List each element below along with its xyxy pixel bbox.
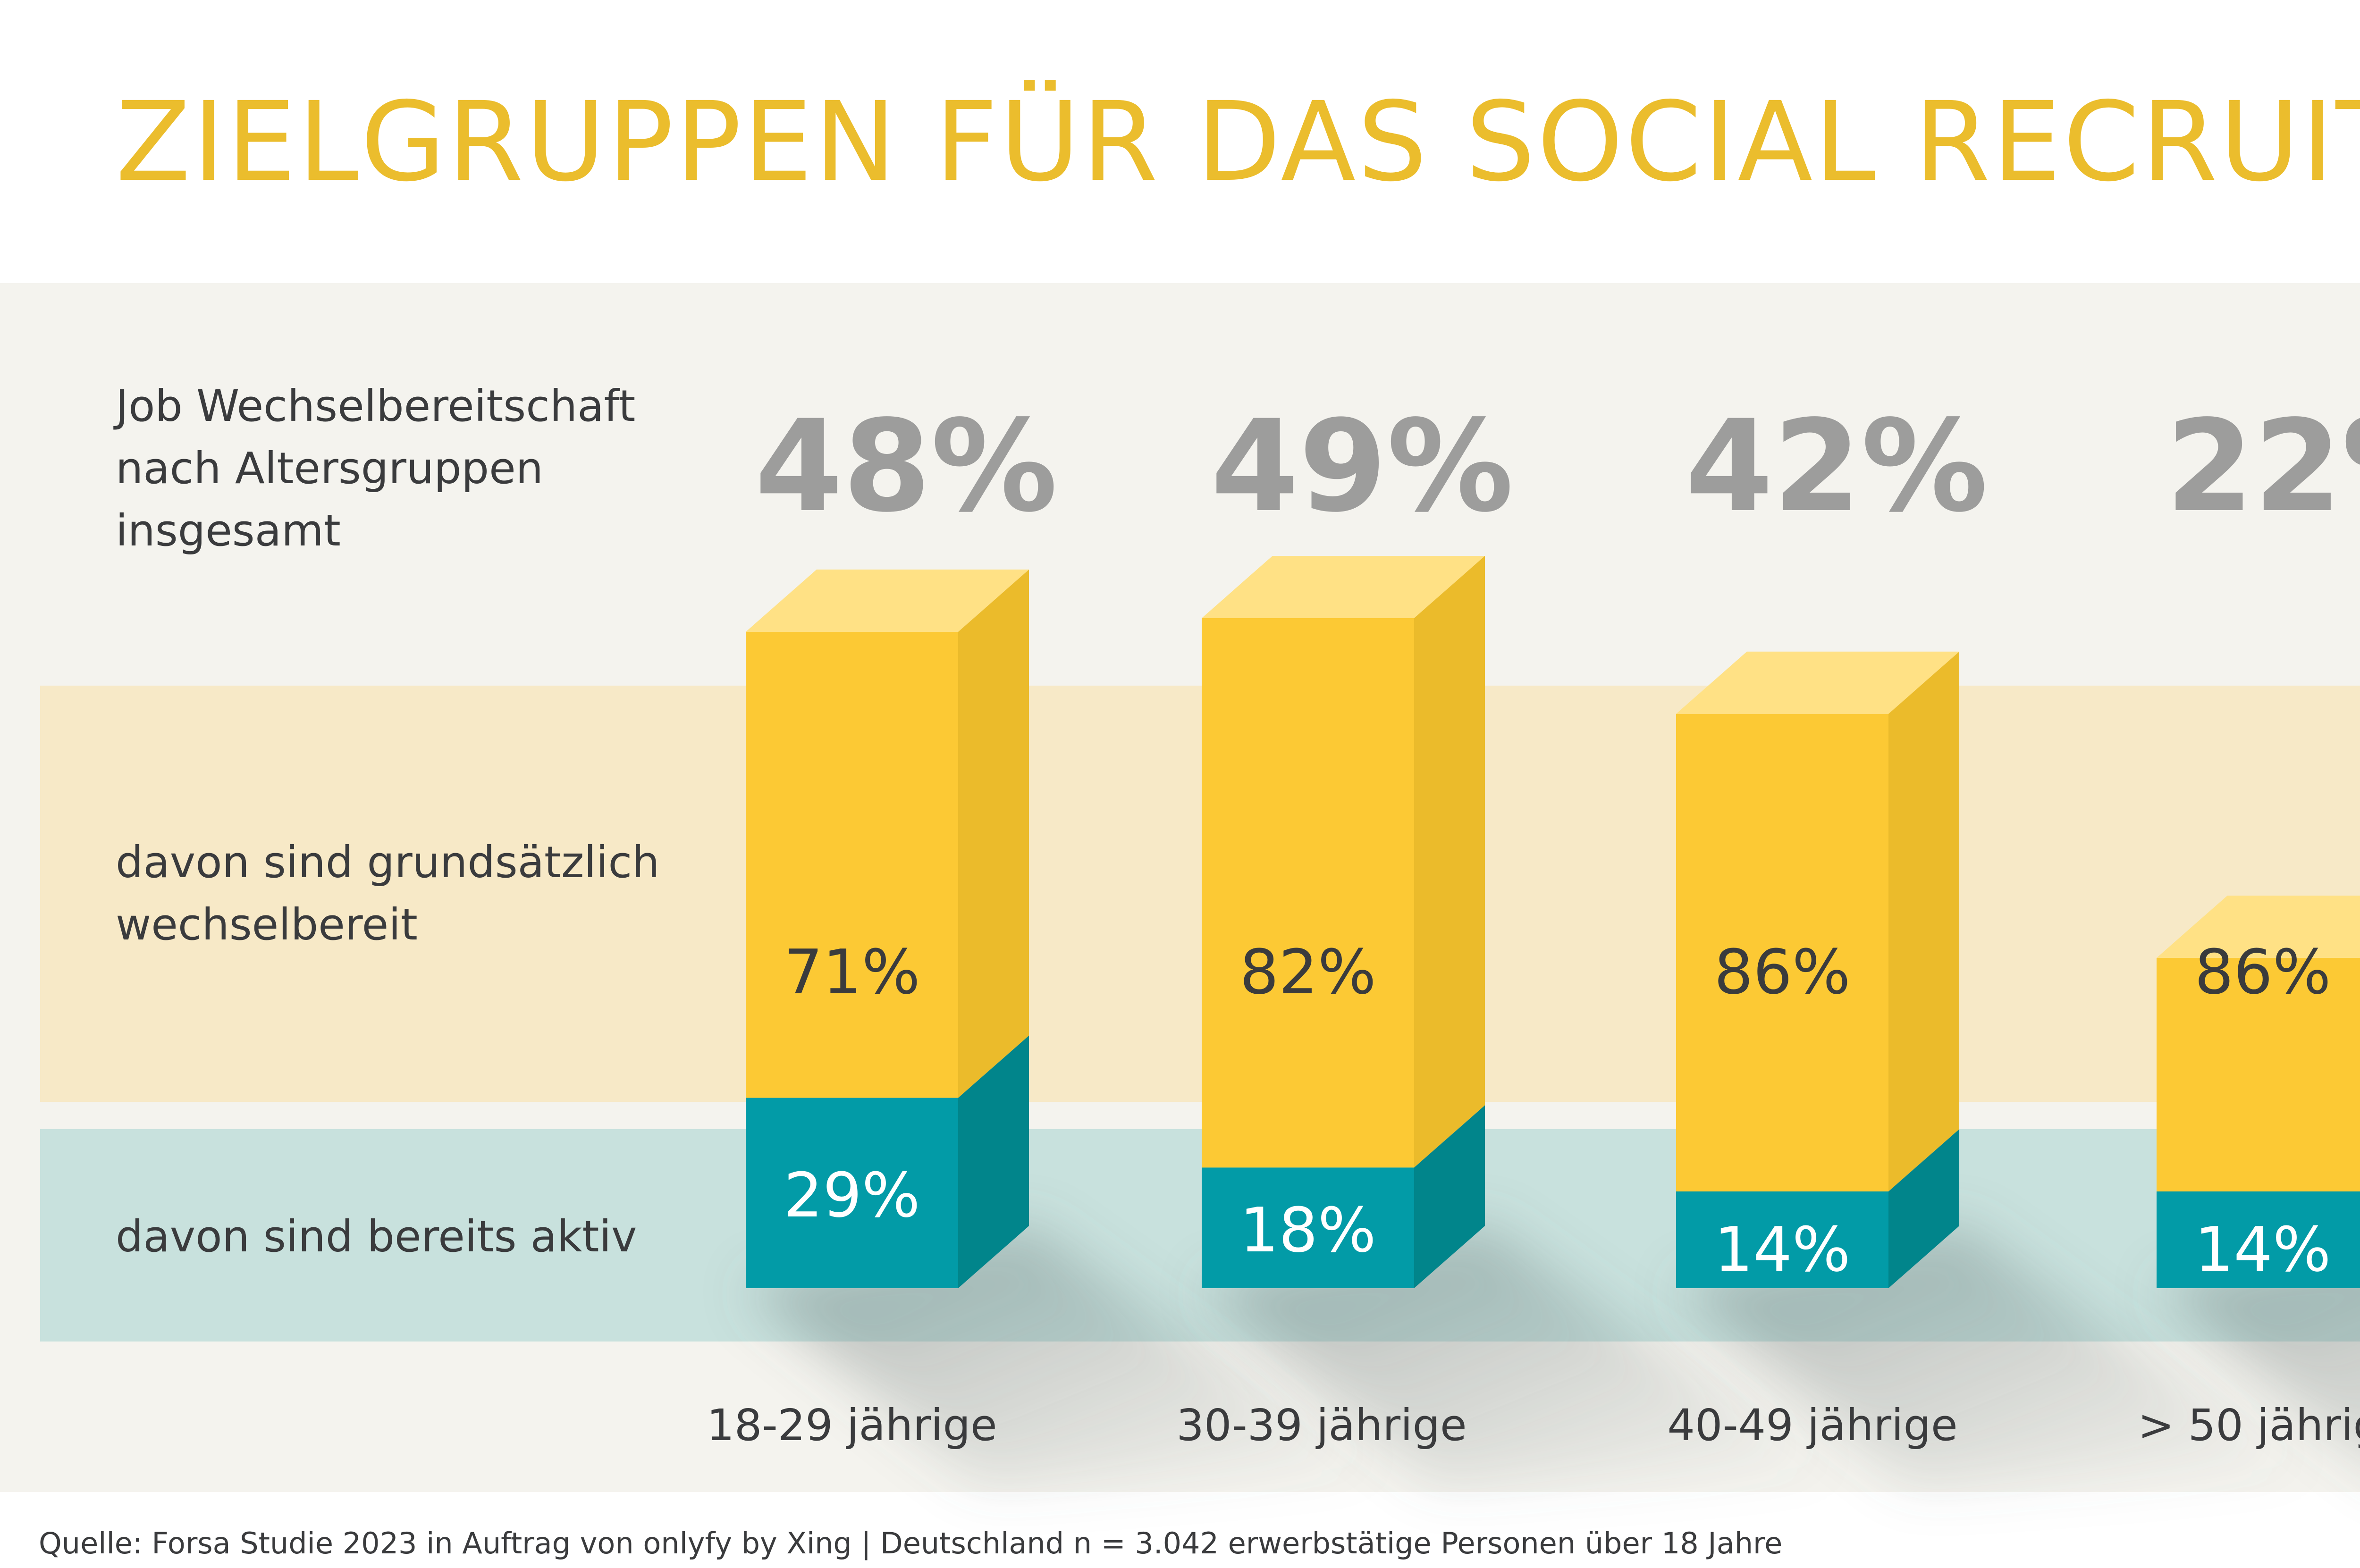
row-label-overall-line-3: insgesamt	[116, 505, 341, 556]
bar-group	[746, 569, 1029, 1288]
bar-group	[1202, 556, 1485, 1288]
category-label: 40-49 jährige	[1667, 1400, 1958, 1451]
bar-side-active	[958, 1035, 1029, 1288]
active-percent-label: 29%	[784, 1159, 920, 1232]
bar-segment-willing	[2157, 958, 2360, 1191]
chart-title: ZIELGRUPPEN FÜR DAS SOCIAL RECRUITING	[116, 78, 2360, 206]
bar-group	[2157, 896, 2360, 1288]
row-label-active: davon sind bereits aktiv	[116, 1206, 637, 1268]
row-label-willing-line-2: wechselbereit	[116, 899, 418, 950]
band-willing	[40, 686, 2360, 1102]
bar-shadow	[1202, 1226, 1839, 1486]
willing-percent-label: 86%	[1714, 936, 1851, 1008]
source-footer: Quelle: Forsa Studie 2023 in Auftrag von…	[39, 1526, 1783, 1560]
bar-top-face	[746, 569, 1029, 632]
bar-segment-willing	[746, 631, 958, 1098]
active-percent-label: 14%	[1714, 1213, 1851, 1285]
bar-segment-active	[746, 1098, 958, 1288]
bar-side-active	[1888, 1129, 1959, 1288]
bar-segment-active	[2157, 1191, 2360, 1288]
bar-segment-active	[1202, 1167, 1414, 1288]
bar-segment-willing	[1202, 618, 1414, 1168]
category-label: 30-39 jährige	[1176, 1400, 1467, 1451]
bar-segment-willing	[1676, 713, 1888, 1191]
bar-shadow	[1676, 1226, 2313, 1486]
overall-percent-label: 42%	[1685, 393, 1988, 540]
row-label-willing: davon sind grundsätzlich wechselbereit	[116, 831, 659, 956]
row-label-overall-line-2: nach Altersgruppen	[116, 443, 543, 494]
overall-percent-label: 48%	[755, 393, 1058, 540]
category-label: 18-29 jährige	[707, 1400, 997, 1451]
overall-percent-label: 49%	[1211, 393, 1514, 540]
bar-shadow	[746, 1226, 1383, 1486]
bar-top-face	[1676, 651, 1959, 714]
bar-segment-active	[1676, 1191, 1888, 1288]
category-label: > 50 jährige	[2138, 1400, 2360, 1451]
willing-percent-label: 82%	[1239, 936, 1376, 1008]
row-label-overall-line-1: Job Wechselbereitschaft	[116, 381, 636, 431]
overall-percent-label: 22%	[2166, 393, 2360, 540]
bar-group	[1676, 651, 1959, 1288]
row-label-active-line-1: davon sind bereits aktiv	[116, 1211, 637, 1262]
bar-top-face	[2157, 896, 2360, 958]
row-label-overall: Job Wechselbereitschaft nach Altersgrupp…	[116, 375, 635, 562]
active-percent-label: 14%	[2194, 1213, 2331, 1285]
bar-side-willing	[958, 569, 1029, 1098]
bar-side-willing	[1888, 651, 1959, 1191]
active-percent-label: 18%	[1239, 1194, 1376, 1266]
bar-shadow	[2157, 1243, 2360, 1459]
bar-top-face	[1202, 556, 1485, 618]
bar-side-willing	[1414, 556, 1485, 1168]
willing-percent-label: 86%	[2194, 936, 2331, 1008]
row-label-willing-line-1: davon sind grundsätzlich	[116, 837, 660, 888]
willing-percent-label: 71%	[784, 936, 920, 1008]
bar-side-active	[1414, 1105, 1485, 1288]
